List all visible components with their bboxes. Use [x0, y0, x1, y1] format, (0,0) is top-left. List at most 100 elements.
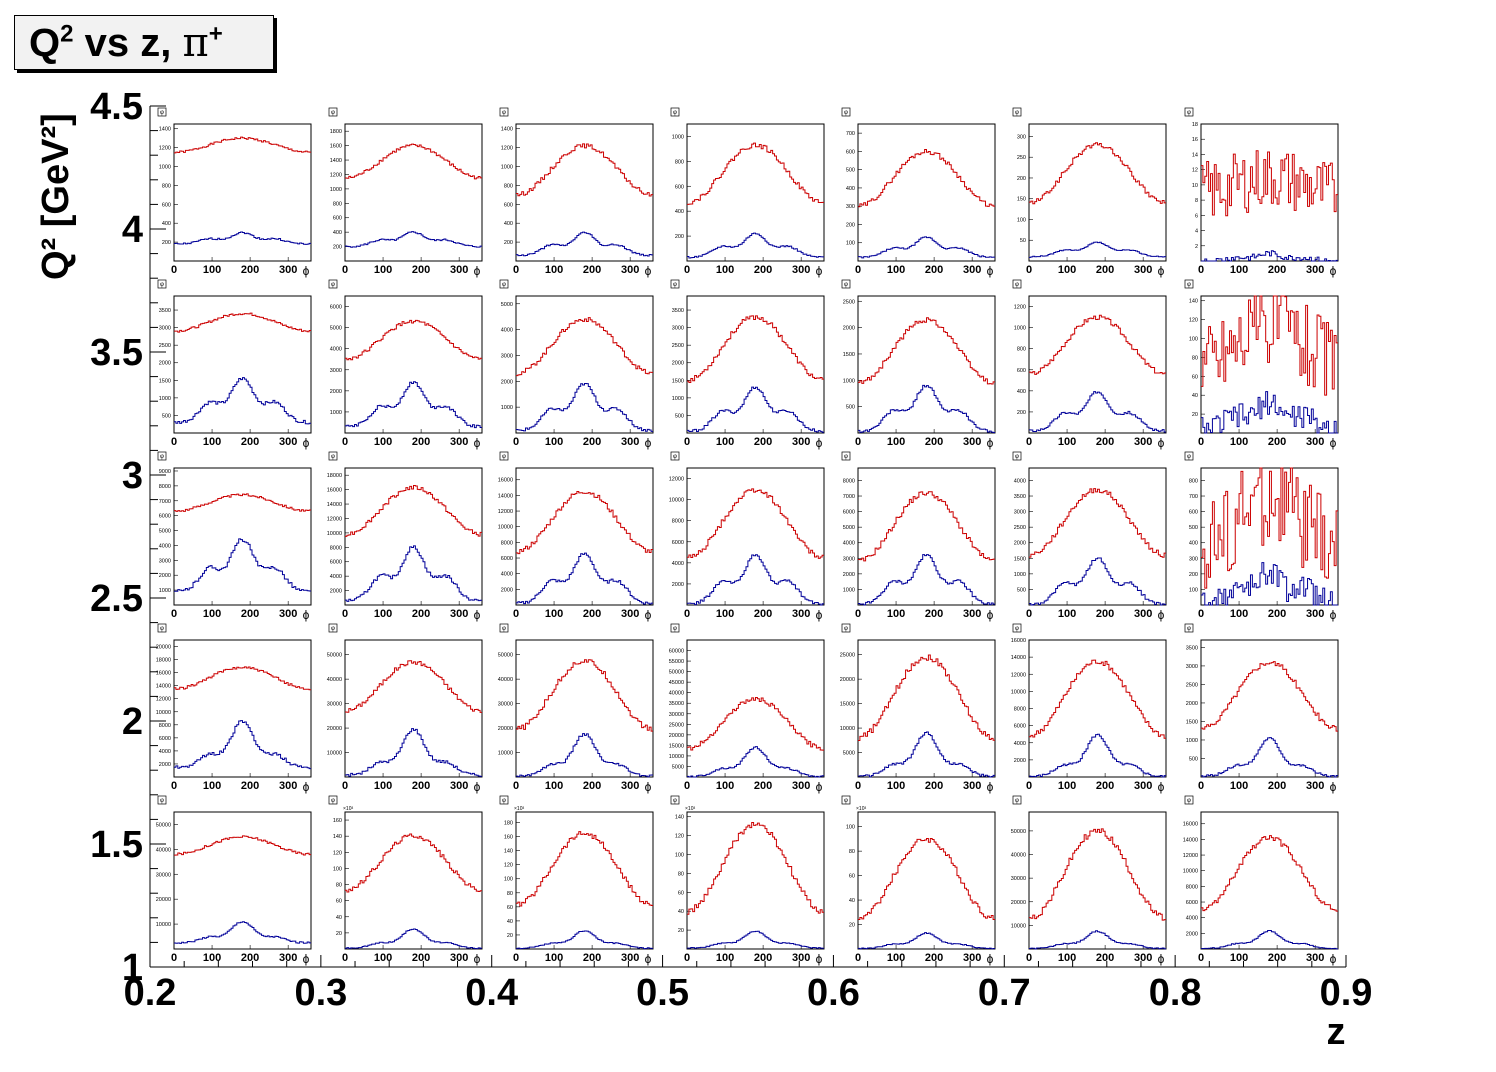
pad-y-tick-label: 12000	[1011, 672, 1026, 678]
histogram-pad: φ 100 200 300 400 500 600 700 800 0 100 200 300 ϕ	[1184, 451, 1339, 622]
pad-x-tick-label: 0	[684, 952, 690, 964]
pad-y-tick-label: 3500	[159, 308, 171, 314]
pad-y-tick-label: 3000	[672, 326, 684, 332]
histogram-pad: φ ×10³ 20 40 60 80 100 120 140 160 0 100 200 300 ϕ	[328, 795, 483, 966]
pad-x-tick-label: 300	[450, 952, 468, 964]
pad-y-tick-label: 1000	[159, 396, 171, 402]
pad-y-tick-label: 15000	[840, 702, 855, 708]
pad-y-tick-label: 10	[1192, 183, 1198, 189]
pad-frame	[515, 467, 654, 606]
histogram-blue	[516, 733, 653, 778]
pad-y-tick-label: 40	[678, 909, 684, 915]
pad-y-tick-label: 12000	[1183, 853, 1198, 859]
pad-x-tick-label: 0	[513, 952, 519, 964]
pad-y-tick-label: 2000	[1186, 931, 1198, 937]
pad-y-tick-label: 6000	[1014, 724, 1026, 730]
histogram-red	[516, 659, 653, 732]
pad-frame	[515, 811, 654, 950]
pad-stat-label: φ	[1187, 798, 1191, 804]
pad-x-tick-label: 0	[513, 608, 519, 620]
pad-y-tick-label: 140	[675, 815, 684, 821]
histogram-blue	[345, 728, 482, 777]
histogram-red	[687, 697, 824, 751]
pad-y-tick-label: 40	[1192, 393, 1198, 399]
pad-x-tick-label: 100	[887, 780, 905, 792]
pad-y-tick-label: 100	[675, 853, 684, 859]
pad-frame	[344, 811, 483, 950]
histogram-red	[687, 488, 824, 559]
pad-stat-box	[841, 107, 851, 117]
pad-y-exponent: ×10³	[514, 806, 524, 812]
pad-x-tick-label: 300	[792, 608, 810, 620]
pad-y-tick-label: 15000	[669, 743, 684, 749]
pad-x-tick-label: 300	[963, 436, 981, 448]
pad-y-tick-label: 50000	[498, 653, 513, 659]
pad-y-tick-label: 16000	[327, 488, 342, 494]
pad-stat-label: φ	[160, 110, 164, 116]
pad-frame	[344, 639, 483, 778]
pad-y-tick-label: 40	[336, 915, 342, 921]
histogram-red	[516, 317, 653, 377]
x-tick-label: 0.6	[807, 972, 860, 1014]
pad-x-tick-label: 0	[342, 780, 348, 792]
pad-x-tick-label: 300	[792, 780, 810, 792]
pad-x-tick-label: 200	[925, 780, 943, 792]
pad-y-tick-label: 200	[1017, 176, 1026, 182]
histogram-blue	[687, 232, 824, 259]
pad-x-tick-label: 100	[716, 952, 734, 964]
pad-y-tick-label: 20000	[156, 897, 171, 903]
pad-frame	[344, 295, 483, 434]
histogram-blue	[858, 932, 995, 950]
histogram-pad: φ 1000 2000 3000 4000 5000 6000 7000 8000 0 100 200…	[841, 451, 996, 622]
pad-x-tick-label: 0	[171, 952, 177, 964]
pad-y-tick-label: 20000	[1011, 900, 1026, 906]
pad-x-tick-label: 200	[412, 952, 430, 964]
pad-y-tick-label: 10000	[156, 922, 171, 928]
pad-x-tick-label: 300	[1134, 952, 1152, 964]
pad-x-tick-label: 200	[412, 780, 430, 792]
pad-stat-label: φ	[502, 110, 506, 116]
pad-y-tick-label: 80	[1192, 355, 1198, 361]
pad-y-tick-label: 3500	[672, 308, 684, 314]
pad-y-tick-label: 8000	[330, 545, 342, 551]
pad-x-label: ϕ	[987, 608, 994, 622]
pad-stat-box	[1012, 279, 1022, 289]
pad-frame	[1028, 811, 1167, 950]
histogram-pad: φ 500 1000 1500 2000 2500 3000 3500 0 100 200 300 ϕ	[1184, 623, 1339, 794]
pad-y-tick-label: 55000	[669, 659, 684, 665]
pad-x-tick-label: 0	[684, 264, 690, 276]
pad-x-label: ϕ	[1158, 780, 1165, 794]
pad-frame	[686, 639, 825, 778]
histogram-blue	[1029, 391, 1166, 433]
histogram-red	[858, 317, 995, 385]
pad-x-tick-label: 200	[925, 264, 943, 276]
pad-y-tick-label: 100	[846, 241, 855, 247]
pad-stat-box	[1184, 623, 1194, 633]
histogram-red	[1029, 828, 1166, 921]
pad-stat-box	[328, 795, 338, 805]
pad-x-tick-label: 300	[279, 952, 297, 964]
pad-y-tick-label: 1000	[501, 405, 513, 411]
pad-y-tick-label: 140	[1189, 299, 1198, 305]
pad-y-tick-label: 120	[1189, 318, 1198, 324]
pad-y-tick-label: 20000	[840, 677, 855, 683]
pad-x-tick-label: 0	[1198, 264, 1204, 276]
pad-stat-box	[1184, 279, 1194, 289]
pad-x-tick-label: 0	[1026, 436, 1032, 448]
pad-x-tick-label: 300	[1134, 436, 1152, 448]
pad-y-tick-label: 60000	[669, 649, 684, 655]
pad-y-tick-label: 18	[1192, 122, 1198, 128]
y-tick-label: 1.5	[90, 824, 143, 866]
pad-stat-box	[328, 107, 338, 117]
pad-x-label: ϕ	[987, 436, 994, 450]
pad-y-tick-label: 60	[849, 874, 855, 880]
pad-stat-label: φ	[844, 798, 848, 804]
pad-x-tick-label: 0	[684, 608, 690, 620]
pad-stat-box	[1012, 623, 1022, 633]
histogram-pad: φ200040006000800010000120001400016000180…	[156, 623, 312, 794]
title-pi: π	[182, 20, 209, 66]
pad-x-tick-label: 200	[925, 952, 943, 964]
pad-y-tick-label: 8000	[159, 484, 171, 490]
pad-y-tick-label: 160	[333, 818, 342, 824]
pad-x-tick-label: 300	[621, 264, 639, 276]
